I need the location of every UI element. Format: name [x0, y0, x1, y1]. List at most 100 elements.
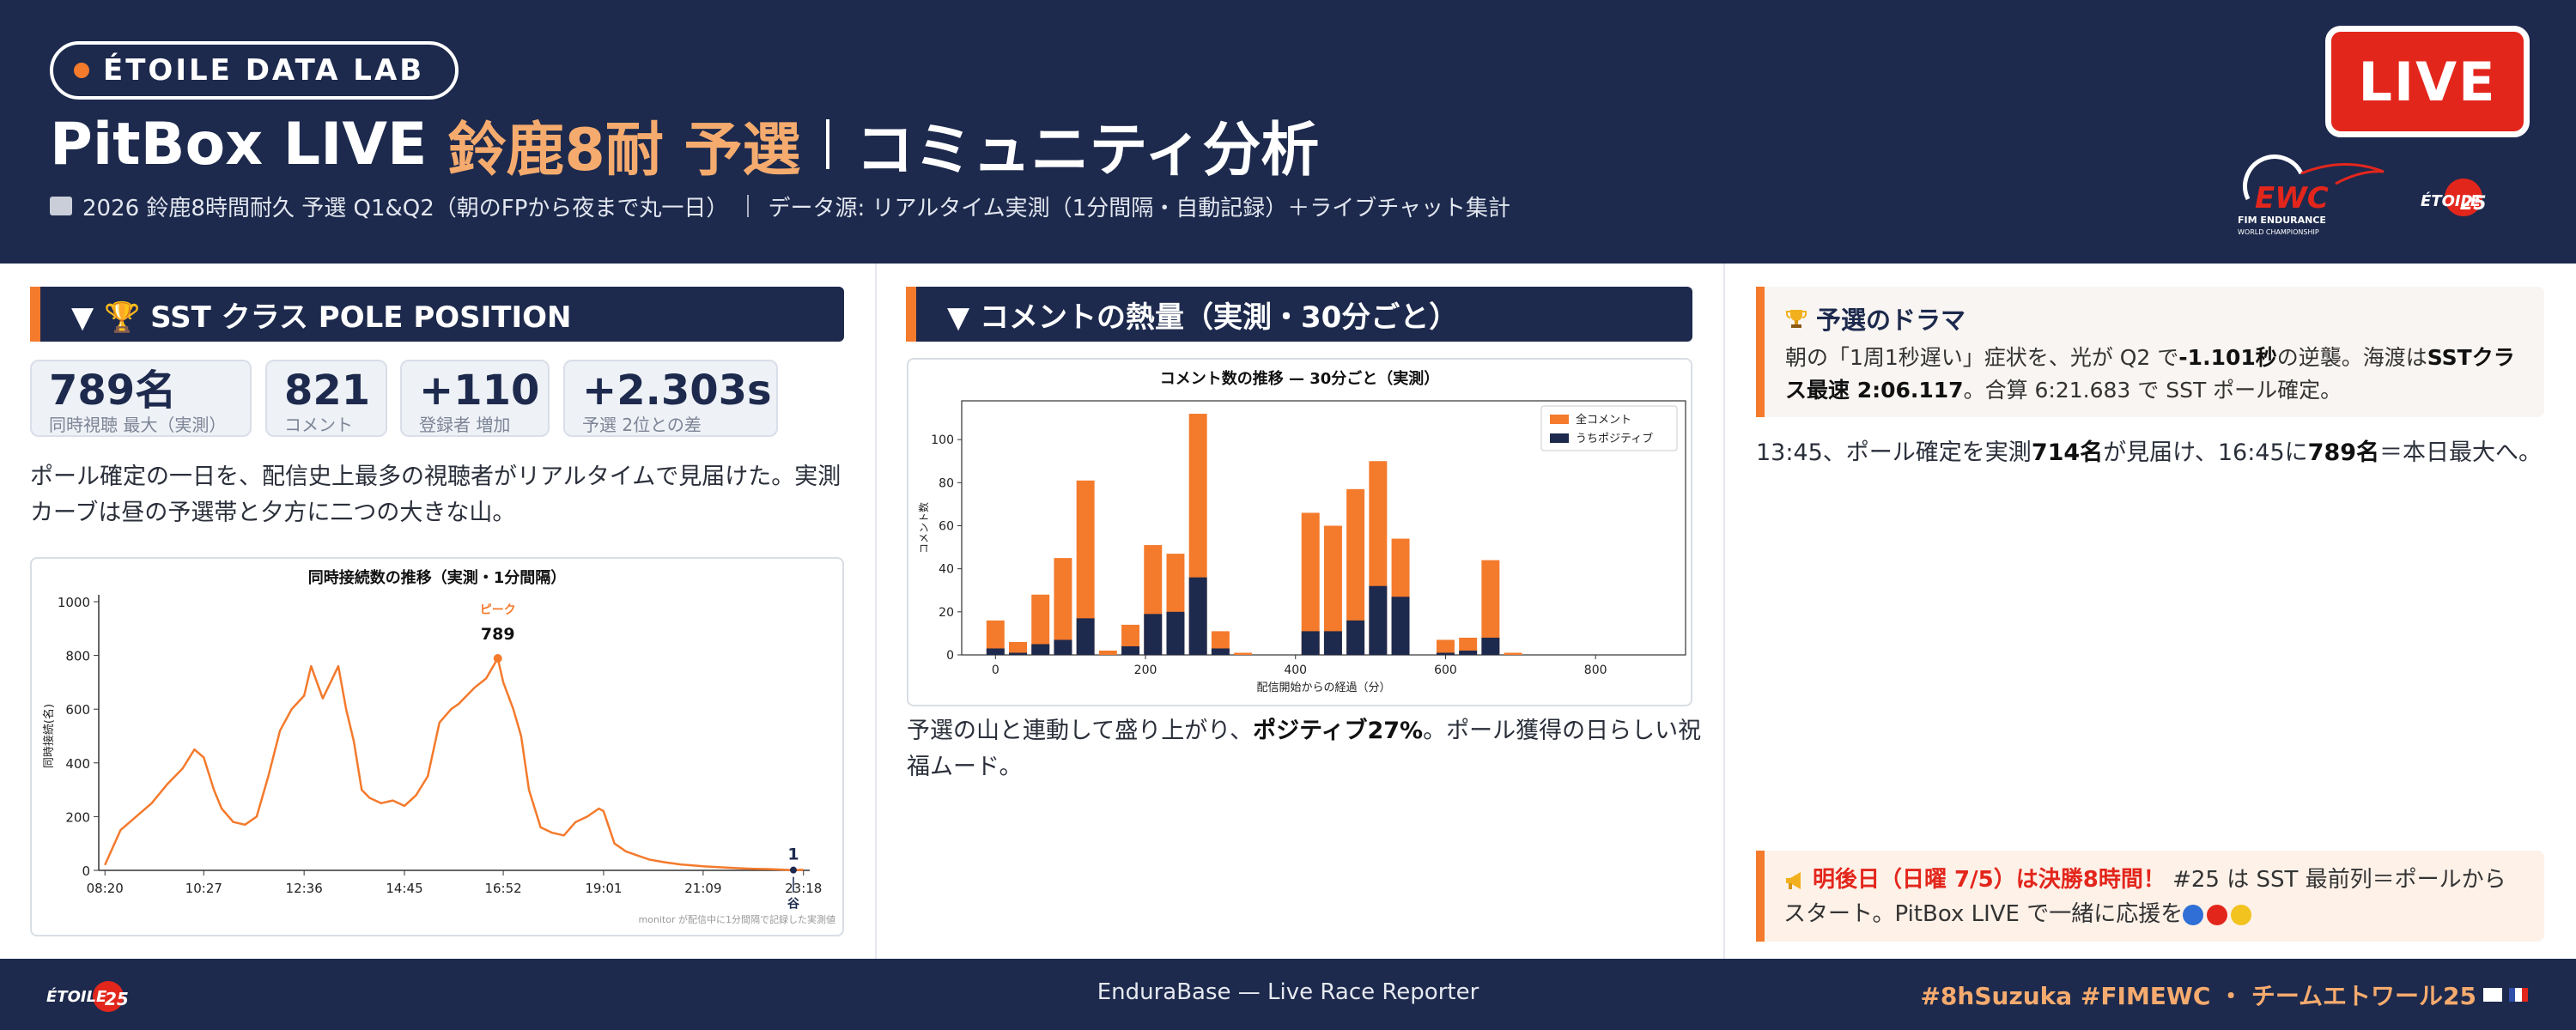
bar-positive-comments [1369, 585, 1388, 655]
ewc-logo-text: EWC [2255, 181, 2329, 215]
footer-hashtags-text: #8hSuzuka #FIMEWC ・ チームエトワール25 [1920, 982, 2476, 1010]
y-tick-label: 400 [65, 756, 90, 772]
drama-callout: 予選のドラマ 朝の「1周1秒遅い」症状を、光が Q2 で-1.101秒の逆襲。海… [1756, 287, 2544, 417]
footer-hashtags: #8hSuzuka #FIMEWC ・ チームエトワール25 [1920, 978, 2528, 1012]
x-tick-label: 19:01 [585, 881, 622, 896]
ewc-logo: EWC FIM ENDURANCE WORLD CHAMPIONSHIP [2238, 154, 2385, 236]
legend-label: うちポジティブ [1576, 432, 1653, 445]
legend-swatch [1550, 433, 1569, 443]
bar-positive-comments [1391, 597, 1410, 655]
middle-paragraph: 予選の山と連動して盛り上がり、ポジティブ27%。ポール獲得の日らしい祝福ムード。 [907, 713, 1705, 785]
bar-all-comments [1504, 652, 1522, 655]
bar-positive-comments [1459, 650, 1478, 655]
bar-all-comments [1436, 639, 1455, 655]
notice-text: #25 は SST 最前列＝ポールから [2165, 867, 2506, 893]
peak-label: ピーク [480, 603, 516, 617]
x-tick-label: 600 [1434, 663, 1457, 677]
drama-title-row: 予選のドラマ [1785, 300, 2524, 336]
x-axis-label: 配信開始からの経過（分） [1256, 682, 1390, 694]
bar-all-comments [1098, 650, 1117, 655]
brand-dot [74, 63, 89, 78]
bar-all-comments [1076, 480, 1095, 655]
bar-all-comments [1323, 525, 1342, 655]
content-area: ▼ 🏆 SST クラス POLE POSITION 789名 同時視聴 最大（実… [0, 264, 2576, 959]
bar-positive-comments [1121, 645, 1140, 655]
summary-bold: 789名 [2307, 439, 2380, 466]
bar-positive-comments [1031, 644, 1050, 655]
y-tick-label: 60 [939, 519, 954, 533]
viewers-line-chart: 0 200 400 600 800 1000 08:20 10:27 12:36 14:45 16:… [42, 595, 835, 925]
bar-positive-comments [1009, 652, 1028, 655]
megaphone-icon [1786, 871, 1801, 889]
y-tick-label: 1000 [58, 595, 90, 610]
subline-source: データ源: リアルタイム実測（1分間隔・自動記録）＋ライブチャット集計 [768, 195, 1510, 221]
y-tick-label: 200 [65, 809, 90, 825]
viewers-line [104, 657, 804, 871]
summary-bold: 714名 [2031, 439, 2104, 466]
summary-text: 13:45、ポール確定を実測 [1756, 439, 2032, 466]
kpi-value: +2.303s [582, 367, 772, 415]
kpi-caption: 同時視聴 最大（実測） [49, 415, 227, 435]
brand-pill: ÉTOILE DATA LAB [50, 41, 459, 100]
legend-box [1540, 405, 1678, 451]
ewc-logo-sub1: FIM ENDURANCE [2238, 215, 2326, 226]
legend-label: 全コメント [1576, 413, 1631, 427]
trough-point [789, 866, 797, 874]
bar-positive-comments [1301, 631, 1320, 655]
y-tick-label: 600 [65, 702, 90, 718]
y-tick-label: 20 [939, 606, 954, 620]
bar-positive-comments [1346, 620, 1365, 655]
bar-positive-comments [1323, 631, 1342, 655]
plot-frame [961, 400, 1686, 656]
bar-all-comments [1234, 652, 1253, 655]
right-summary: 13:45、ポール確定を実測714名が見届け、16:45に789名＝本日最大へ。 [1756, 435, 2544, 471]
chart-footnote: monitor が配信中に1分間隔で記録した実測値 [638, 913, 835, 925]
notice-line-2: スタート。PitBox LIVE で一緒に応援を [1783, 897, 2525, 931]
comments-chart-card: コメント数の推移 — 30分ごと（実測） 0 20 40 60 80 100 0 200 400… [907, 358, 1692, 706]
japan-flag-icon [2483, 988, 2502, 1002]
trough-value: 1 [787, 845, 799, 864]
kpi-caption: コメント [284, 415, 353, 435]
x-tick-label: 10:27 [185, 881, 222, 896]
drama-bold: SSTクラス最速 2:06.117 [1785, 345, 2515, 403]
notice-line-1: 明後日（日曜 7/5）は決勝8時間！ #25 は SST 最前列＝ポールから [1783, 863, 2525, 897]
kpi-card: +110 登録者 増加 [400, 360, 550, 437]
x-tick-label: 400 [1284, 663, 1307, 677]
page-title: PitBox LIVE 鈴鹿8耐 予選 コミュニティ分析 [50, 110, 1319, 185]
bar-all-comments [1031, 594, 1050, 655]
kpi-card: 821 コメント [265, 360, 387, 437]
drama-bold: -1.101秒 [2178, 345, 2277, 370]
y-axis-label: コメント数 [917, 502, 930, 554]
column-divider [1723, 264, 1725, 959]
kpi-card: +2.303s 予選 2位との差 [563, 360, 778, 437]
middle-paragraph-post: 。ポール獲得の日らしい祝福ムード。 [907, 718, 1702, 780]
etoile-logo: ÉTOILE 25 [2421, 179, 2486, 216]
etoile-logo-num: 25 [2460, 193, 2486, 215]
footer-logo-text: ÉTOILE [46, 987, 107, 1006]
bar-positive-comments [1166, 611, 1185, 655]
middle-paragraph-bold: ポジティブ27% [1253, 718, 1424, 744]
drama-text: の逆襲。海渡は [2276, 345, 2427, 370]
bar-all-comments [1054, 558, 1072, 655]
title-separator [826, 119, 830, 169]
bar-all-comments [986, 620, 1005, 655]
bar-all-comments [1459, 637, 1478, 655]
viewers-chart-title: 同時接続数の推移（実測・1分間隔） [307, 569, 567, 587]
trophy-icon [1786, 310, 1807, 328]
subline-divider [747, 195, 750, 217]
x-tick-label: 16:52 [484, 881, 521, 896]
left-section-title: ▼ 🏆 SST クラス POLE POSITION [30, 287, 844, 342]
final-race-notice: 明後日（日曜 7/5）は決勝8時間！ #25 は SST 最前列＝ポールから ス… [1756, 851, 2544, 942]
drama-body: 朝の「1周1秒遅い」症状を、光が Q2 で-1.101秒の逆襲。海渡はSSTクラ… [1785, 342, 2524, 407]
bar-all-comments [1301, 512, 1320, 655]
header: ÉTOILE DATA LAB PitBox LIVE 鈴鹿8耐 予選 コミュニ… [0, 0, 2576, 264]
column-divider [875, 264, 877, 959]
bar-all-comments [1346, 488, 1365, 655]
title-sub: コミュニティ分析 [855, 116, 1320, 185]
slot-machine-icon [50, 197, 72, 215]
bar-positive-comments [1211, 648, 1230, 655]
y-tick-label: 800 [65, 649, 90, 664]
y-tick-label: 40 [939, 563, 954, 577]
x-tick-label: 23:18 [785, 881, 822, 896]
x-tick-label: 14:45 [386, 881, 422, 896]
